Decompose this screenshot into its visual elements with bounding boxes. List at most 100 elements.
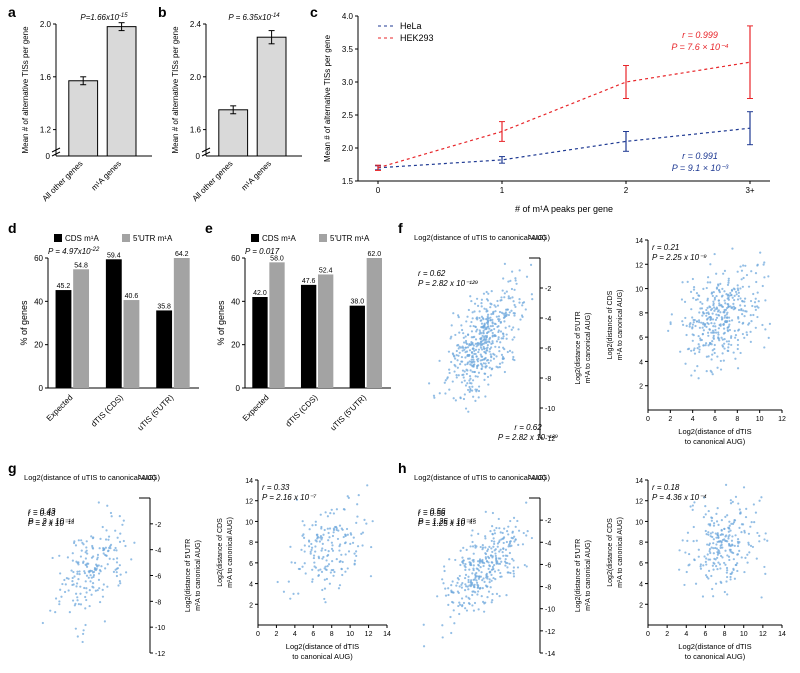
svg-text:0: 0 [39,384,44,393]
svg-text:r = 0.33: r = 0.33 [262,483,290,492]
svg-text:Log2(distance of CDS: Log2(distance of CDS [217,518,224,587]
svg-text:0: 0 [256,631,260,638]
svg-text:r = 0.43: r = 0.43 [28,507,56,516]
svg-text:4: 4 [691,416,695,423]
svg-text:P = 0.017: P = 0.017 [245,247,280,256]
svg-text:m¹A to canonical AUG): m¹A to canonical AUG) [617,290,624,361]
svg-text:0: 0 [646,631,650,638]
panel-e-label: e [205,220,213,236]
svg-text:m¹A to canonical AUG): m¹A to canonical AUG) [195,540,202,611]
svg-text:2: 2 [665,631,669,638]
panel-d-label: d [8,220,17,236]
svg-text:1: 1 [500,186,505,195]
svg-text:3.5: 3.5 [342,45,354,54]
svg-text:-8: -8 [155,599,161,606]
svg-text:10: 10 [740,631,748,638]
svg-text:1.5: 1.5 [342,177,354,186]
svg-text:12: 12 [635,262,643,269]
svg-text:54.8: 54.8 [74,262,88,269]
svg-text:-6: -6 [155,574,161,581]
svg-text:10: 10 [245,519,253,526]
svg-text:HEK293: HEK293 [400,33,434,43]
svg-text:2.0: 2.0 [40,20,52,29]
svg-text:62.0: 62.0 [368,251,382,258]
chart-e: 020406042.058.0Expected47.652.4dTIS (CDS… [215,230,395,450]
chart-f-left: -12-10-8-6-4-2-2-4-6-8-10-12Log2(distanc… [408,230,598,450]
svg-text:2.0: 2.0 [342,144,354,153]
svg-text:0: 0 [236,384,241,393]
svg-text:-2: -2 [545,286,551,293]
svg-text:P = 4.97x10-22: P = 4.97x10-22 [48,247,100,256]
svg-text:Log2(distance of CDS: Log2(distance of CDS [607,518,614,587]
svg-text:60: 60 [34,254,43,263]
svg-text:m¹A to canonical AUG): m¹A to canonical AUG) [585,540,592,611]
chart-h-right: 024681012142468101214Log2(distance of dT… [600,470,790,665]
svg-text:P = 2 x 10⁻¹⁴: P = 2 x 10⁻¹⁴ [28,517,75,526]
svg-text:1.6: 1.6 [190,126,202,135]
panel-g-label: g [8,460,17,476]
svg-text:-6: -6 [545,562,551,569]
svg-text:% of genes: % of genes [19,300,29,346]
svg-text:3.0: 3.0 [342,78,354,87]
svg-text:10: 10 [635,287,643,294]
svg-text:8: 8 [723,631,727,638]
svg-text:2.5: 2.5 [342,111,354,120]
svg-text:P = 1.25 x 10⁻⁴⁵: P = 1.25 x 10⁻⁴⁵ [418,517,477,526]
svg-text:8: 8 [330,631,334,638]
chart-h-left: -14-12-10-8-6-4-2-2-4-6-8-10-12-14Log2(d… [408,470,598,665]
svg-text:6: 6 [639,335,643,342]
svg-text:-10: -10 [545,607,555,614]
svg-text:5'UTR m¹A: 5'UTR m¹A [133,234,173,243]
chart-c: 1.52.02.53.03.54.00123+# of m¹A peaks pe… [320,6,780,216]
svg-text:uTIS (5'UTR): uTIS (5'UTR) [329,393,369,433]
svg-text:6: 6 [311,631,315,638]
panel-c-label: c [310,4,318,20]
svg-text:Mean # of alternative TISs per: Mean # of alternative TISs per gene [21,26,30,154]
svg-text:2: 2 [668,416,672,423]
svg-text:40: 40 [34,297,43,306]
svg-text:Log2(distance of 5'UTR: Log2(distance of 5'UTR [575,539,582,612]
svg-text:All other genes: All other genes [41,159,85,203]
svg-text:8: 8 [639,540,643,547]
svg-text:CDS m¹A: CDS m¹A [65,234,99,243]
svg-text:% of genes: % of genes [216,300,226,346]
svg-text:2.0: 2.0 [190,73,202,82]
svg-text:14: 14 [778,631,786,638]
svg-text:6: 6 [703,631,707,638]
svg-text:35.8: 35.8 [157,303,171,310]
panel-f-label: f [398,220,403,236]
svg-text:P = 2.16 x 10⁻⁷: P = 2.16 x 10⁻⁷ [262,493,317,502]
svg-text:0: 0 [46,152,51,161]
svg-text:12: 12 [365,631,373,638]
svg-text:20: 20 [231,341,240,350]
svg-text:14: 14 [635,238,643,245]
chart-d: 020406045.254.8Expected59.440.6dTIS (CDS… [18,230,203,450]
svg-text:2: 2 [249,602,253,609]
svg-text:0: 0 [196,152,201,161]
chart-a: 1.21.62.00All other genesm¹A genesMean #… [18,6,158,216]
svg-text:4: 4 [684,631,688,638]
svg-text:Log2(distance of uTIS to canon: Log2(distance of uTIS to canonical AUG) [414,233,550,242]
svg-text:-12: -12 [545,629,555,636]
svg-text:uTIS (5'UTR): uTIS (5'UTR) [136,393,176,433]
svg-text:64.2: 64.2 [175,251,189,258]
svg-text:14: 14 [383,631,391,638]
svg-text:-2: -2 [155,522,161,529]
svg-text:r = 0.56: r = 0.56 [418,507,446,516]
svg-text:-10: -10 [155,625,165,632]
svg-text:2: 2 [639,384,643,391]
svg-text:r = 0.21: r = 0.21 [652,243,679,252]
svg-text:-4: -4 [545,316,551,323]
svg-text:40: 40 [231,297,240,306]
svg-text:r = 0.991: r = 0.991 [682,151,718,161]
svg-text:m¹A to canonical AUG): m¹A to canonical AUG) [585,313,592,384]
svg-text:60: 60 [231,254,240,263]
svg-text:0: 0 [376,186,381,195]
chart-b: 1.62.02.40All other genesm¹A genesMean #… [168,6,308,216]
panel-b-label: b [158,4,167,20]
svg-text:Log2(distance of dTIS: Log2(distance of dTIS [678,642,751,651]
svg-text:-2: -2 [545,518,551,525]
svg-text:-4: -4 [545,540,551,547]
svg-text:14: 14 [635,478,643,485]
svg-text:Log2(distance of 5'UTR: Log2(distance of 5'UTR [575,311,582,384]
